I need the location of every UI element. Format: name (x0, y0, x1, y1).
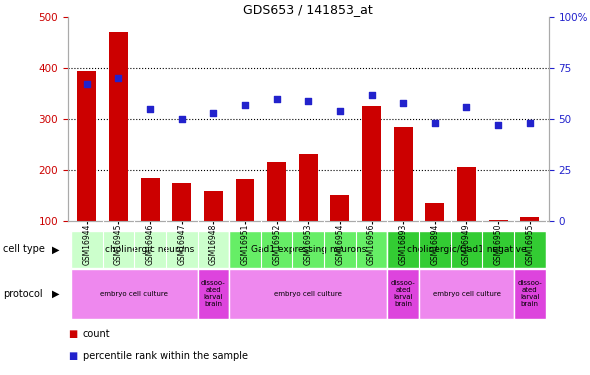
Bar (71, 231, 229, 268)
Point (209, 110, 218, 116)
Text: GSM16947: GSM16947 (177, 224, 186, 265)
Bar (330, 195, 349, 221)
Text: GSM16954: GSM16954 (335, 224, 345, 265)
Text: Gad1 expressing neurons: Gad1 expressing neurons (251, 245, 366, 254)
Text: GSM16948: GSM16948 (209, 224, 218, 265)
Point (177, 116, 186, 122)
Point (114, 75, 123, 81)
Text: GSM16894: GSM16894 (430, 224, 440, 265)
Bar (299, 154, 318, 221)
Bar (425, 203, 444, 221)
Text: ▶: ▶ (53, 289, 60, 299)
Title: GDS653 / 141853_at: GDS653 / 141853_at (244, 3, 373, 16)
Point (398, 100, 408, 106)
Text: GSM16893: GSM16893 (399, 224, 408, 265)
Point (525, 120, 535, 126)
Bar (394, 127, 412, 221)
Point (493, 122, 503, 128)
Point (335, 108, 345, 114)
Bar (419, 269, 514, 319)
Point (303, 98, 313, 104)
Bar (520, 217, 539, 221)
Bar (204, 190, 223, 221)
Bar (388, 231, 546, 268)
Point (462, 104, 471, 110)
Text: count: count (83, 329, 110, 339)
Text: GSM16949: GSM16949 (462, 224, 471, 265)
Text: ■: ■ (68, 351, 77, 361)
Text: ▶: ▶ (53, 244, 60, 254)
Bar (71, 269, 198, 319)
Text: GSM16953: GSM16953 (304, 224, 313, 265)
Bar (267, 162, 286, 221)
Text: cholinergic neurons: cholinergic neurons (106, 245, 195, 254)
Text: cholinergic/Gad1 negative: cholinergic/Gad1 negative (407, 245, 526, 254)
Point (82, 81, 91, 87)
Text: cell type: cell type (3, 244, 45, 254)
Text: GSM16945: GSM16945 (114, 224, 123, 265)
Bar (235, 179, 254, 221)
Point (240, 102, 250, 108)
Text: GSM16951: GSM16951 (241, 224, 250, 265)
Bar (172, 183, 191, 221)
Text: GSM16944: GSM16944 (83, 224, 91, 265)
Point (272, 96, 281, 102)
Bar (77, 70, 96, 221)
Bar (362, 106, 381, 221)
Bar (229, 231, 388, 268)
Text: GSM16950: GSM16950 (494, 224, 503, 265)
Text: dissoo-
ated
larval
brain: dissoo- ated larval brain (517, 280, 542, 308)
Text: percentile rank within the sample: percentile rank within the sample (83, 351, 248, 361)
Bar (109, 32, 128, 221)
Text: GSM16955: GSM16955 (525, 224, 534, 265)
Point (430, 120, 440, 126)
Text: embryo cell culture: embryo cell culture (274, 291, 342, 297)
Text: ■: ■ (68, 329, 77, 339)
Bar (198, 269, 229, 319)
Text: GSM16952: GSM16952 (272, 224, 281, 265)
Text: dissoo-
ated
larval
brain: dissoo- ated larval brain (391, 280, 415, 308)
Bar (514, 269, 546, 319)
Text: GSM16946: GSM16946 (146, 224, 155, 265)
Bar (140, 178, 159, 221)
Text: dissoo-
ated
larval
brain: dissoo- ated larval brain (201, 280, 226, 308)
Text: GSM16956: GSM16956 (367, 224, 376, 265)
Text: embryo cell culture: embryo cell culture (432, 291, 500, 297)
Bar (489, 220, 507, 221)
Point (367, 92, 376, 98)
Bar (388, 269, 419, 319)
Text: embryo cell culture: embryo cell culture (100, 291, 168, 297)
Point (145, 106, 155, 112)
Bar (229, 269, 388, 319)
Text: protocol: protocol (3, 289, 42, 299)
Bar (457, 166, 476, 221)
